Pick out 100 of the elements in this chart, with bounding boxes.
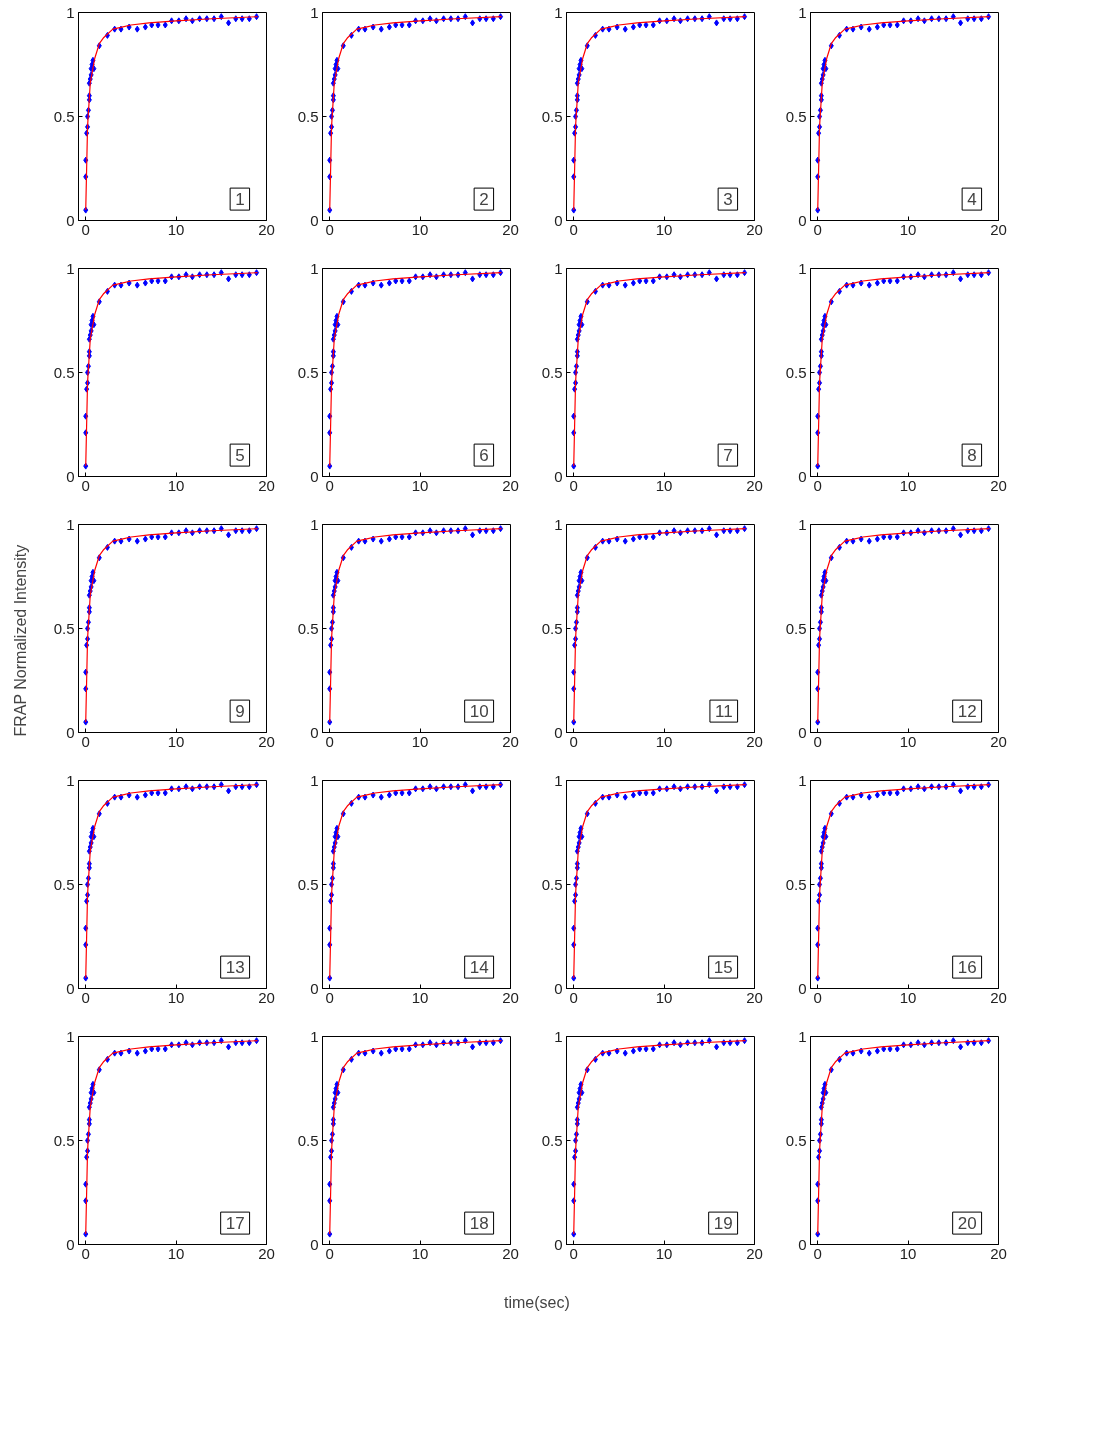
y-tick-label: 1 [66,1027,75,1045]
annotation: 11 [714,702,733,722]
y-tick-label: 1 [798,515,807,533]
x-tick-label: 20 [258,1244,275,1262]
annotation: 14 [469,958,489,978]
x-tick-label: 0 [813,988,822,1006]
y-tick-label: 1 [798,771,807,789]
y-tick-label: 0.5 [297,107,319,125]
annotation: 9 [235,702,245,722]
y-tick-label: 0.5 [297,363,319,381]
y-tick-label: 1 [66,771,75,789]
y-tick-label: 0.5 [53,363,75,381]
x-tick-label: 20 [502,1244,519,1262]
y-axis-title: FRAP Normalized Intensity [11,544,29,737]
y-tick-label: 0.5 [785,107,807,125]
x-tick-label: 20 [258,732,275,750]
annotation: 6 [479,446,489,466]
x-tick-label: 0 [325,732,334,750]
x-tick-label: 10 [167,1244,185,1262]
x-axis-title: time(sec) [503,1293,570,1311]
x-tick-label: 20 [746,988,763,1006]
annotation: 4 [967,190,977,210]
x-tick-label: 0 [81,988,90,1006]
annotation: 5 [235,446,245,466]
x-tick-label: 0 [81,220,90,238]
y-tick-label: 1 [66,515,75,533]
annotation: 20 [957,1214,977,1234]
y-tick-label: 0.5 [785,363,807,381]
x-tick-label: 20 [746,1244,763,1262]
y-tick-label: 0.5 [53,107,75,125]
x-tick-label: 10 [411,1244,429,1262]
y-tick-label: 0.5 [541,107,563,125]
x-tick-label: 10 [899,220,917,238]
x-tick-label: 10 [655,220,673,238]
annotation: 8 [967,446,977,466]
annotation: 19 [713,1214,733,1234]
y-tick-label: 1 [798,3,807,21]
annotation: 12 [957,702,977,722]
annotation: 7 [723,446,733,466]
x-tick-label: 10 [167,476,185,494]
annotation: 17 [225,1214,245,1234]
y-tick-label: 0.5 [541,363,563,381]
annotation: 3 [723,190,733,210]
x-tick-label: 10 [655,476,673,494]
x-tick-label: 10 [167,220,185,238]
y-tick-label: 1 [310,515,319,533]
x-tick-label: 10 [167,988,185,1006]
x-tick-label: 20 [990,732,1007,750]
x-tick-label: 20 [502,732,519,750]
y-tick-label: 1 [554,1027,563,1045]
x-tick-label: 10 [655,732,673,750]
y-tick-label: 0.5 [53,619,75,637]
x-tick-label: 20 [502,220,519,238]
x-tick-label: 10 [411,732,429,750]
annotation: 2 [479,190,489,210]
annotation: 13 [225,958,245,978]
y-tick-label: 1 [66,3,75,21]
y-tick-label: 0.5 [53,875,75,893]
x-tick-label: 20 [990,1244,1007,1262]
y-tick-label: 0.5 [53,1131,75,1149]
x-tick-label: 10 [899,476,917,494]
x-tick-label: 0 [325,220,334,238]
x-tick-label: 20 [502,476,519,494]
x-tick-label: 0 [569,732,578,750]
x-tick-label: 20 [990,220,1007,238]
annotation: 1 [235,190,245,210]
x-tick-label: 0 [81,476,90,494]
y-tick-label: 0.5 [297,1131,319,1149]
x-tick-label: 10 [411,220,429,238]
x-tick-label: 0 [813,732,822,750]
x-tick-label: 20 [258,476,275,494]
x-tick-label: 0 [81,732,90,750]
x-tick-label: 0 [81,1244,90,1262]
x-tick-label: 10 [899,1244,917,1262]
x-tick-label: 10 [655,988,673,1006]
x-tick-label: 0 [813,476,822,494]
x-tick-label: 0 [325,988,334,1006]
x-tick-label: 20 [746,476,763,494]
y-tick-label: 1 [554,259,563,277]
x-tick-label: 0 [813,1244,822,1262]
y-tick-label: 0.5 [785,1131,807,1149]
y-tick-label: 0.5 [541,619,563,637]
x-tick-label: 20 [746,220,763,238]
x-tick-label: 10 [411,476,429,494]
x-tick-label: 10 [899,732,917,750]
x-tick-label: 20 [746,732,763,750]
y-tick-label: 1 [310,771,319,789]
x-tick-label: 10 [899,988,917,1006]
x-tick-label: 20 [990,988,1007,1006]
y-tick-label: 0.5 [541,875,563,893]
x-tick-label: 0 [325,1244,334,1262]
x-tick-label: 0 [569,988,578,1006]
y-tick-label: 1 [554,515,563,533]
y-tick-label: 0.5 [297,619,319,637]
y-tick-label: 0.5 [541,1131,563,1149]
annotation: 16 [957,958,977,978]
x-tick-label: 10 [411,988,429,1006]
y-tick-label: 0.5 [785,619,807,637]
y-tick-label: 1 [310,259,319,277]
y-tick-label: 1 [554,3,563,21]
